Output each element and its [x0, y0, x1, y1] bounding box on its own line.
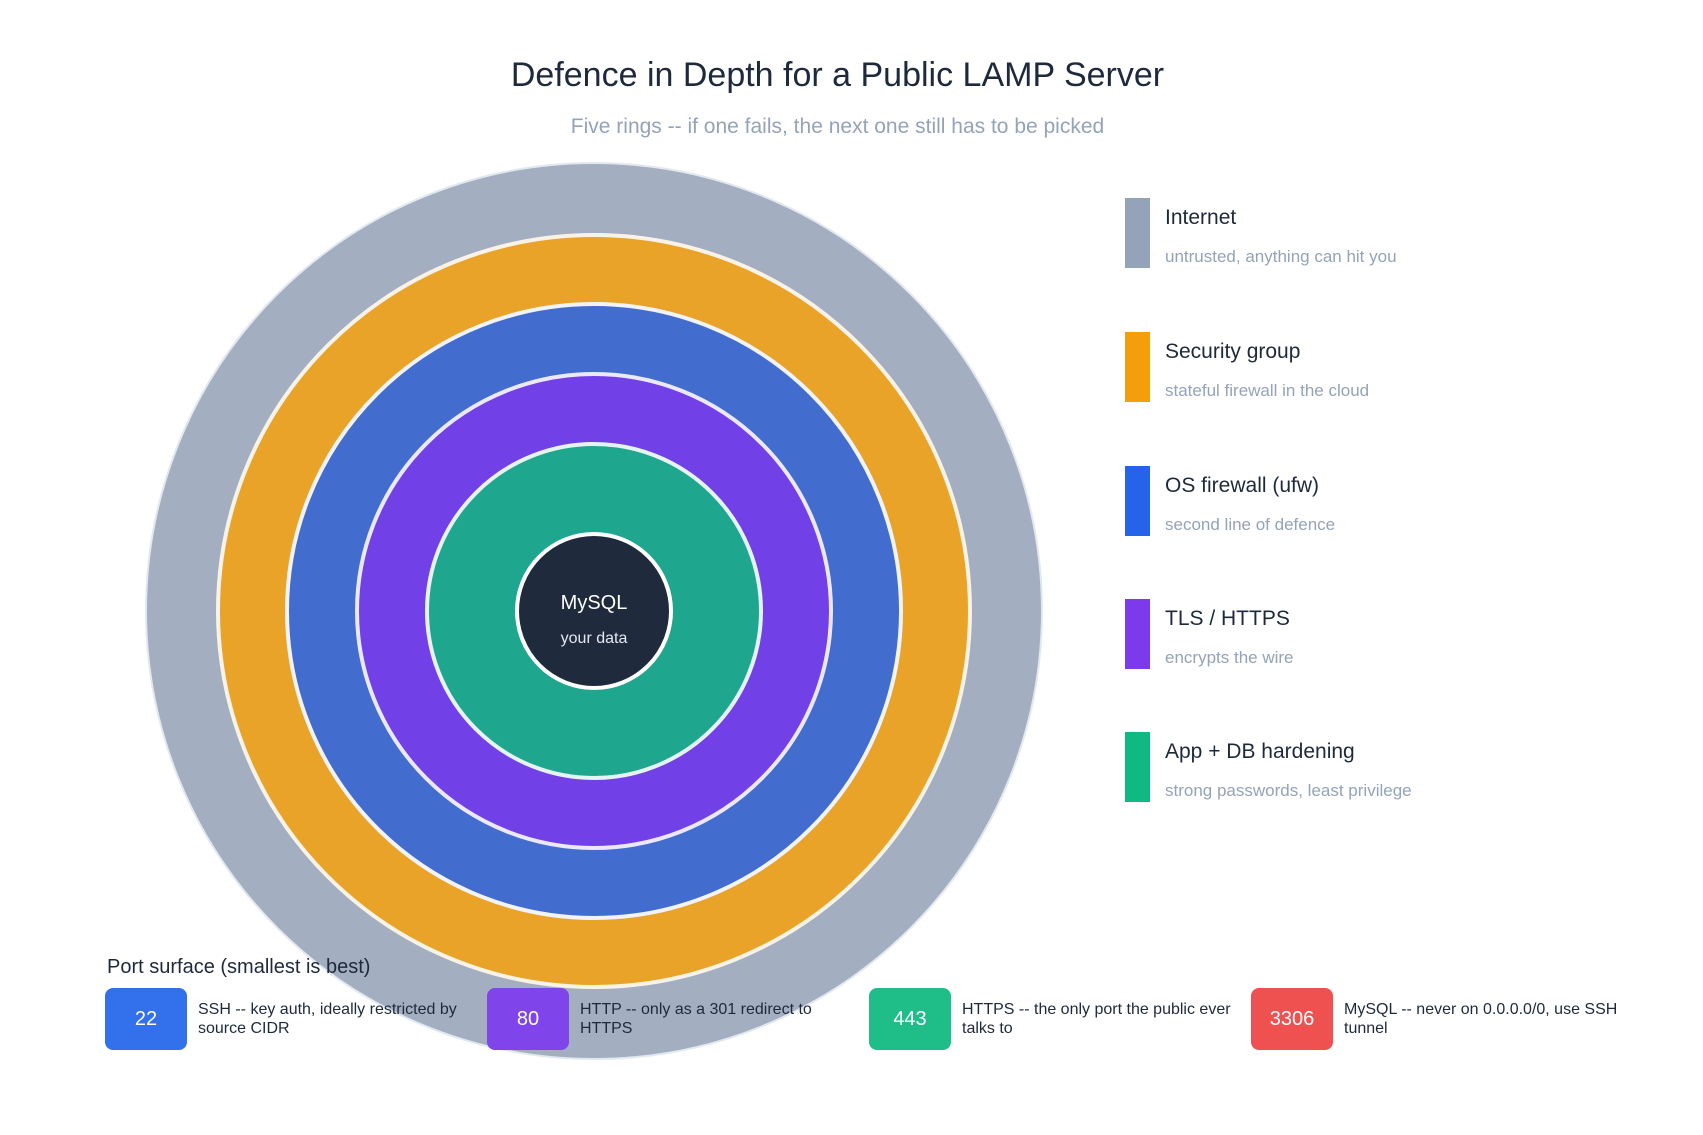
legend-label: TLS / HTTPS	[1165, 607, 1290, 630]
legend-desc: untrusted, anything can hit you	[1165, 247, 1397, 266]
port-desc: HTTP -- only as a 301 redirect to HTTPS	[580, 1001, 812, 1037]
legend-swatch	[1125, 466, 1150, 536]
legend-desc: strong passwords, least privilege	[1165, 781, 1412, 800]
port-desc: SSH -- key auth, ideally restricted by s…	[198, 1001, 457, 1037]
legend-swatch	[1125, 732, 1150, 802]
legend-item-tls: TLS / HTTPS encrypts the wire	[1125, 599, 1525, 669]
port-badge: 443	[869, 988, 951, 1050]
legend-swatch	[1125, 198, 1150, 268]
legend-desc: stateful firewall in the cloud	[1165, 381, 1370, 400]
legend-label: Internet	[1165, 206, 1237, 229]
port-surface-heading: Port surface (smallest is best)	[107, 956, 371, 978]
legend-label: App + DB hardening	[1165, 740, 1355, 763]
legend-label: OS firewall (ufw)	[1165, 474, 1320, 497]
legend-swatch	[1125, 599, 1150, 669]
core-label: MySQL	[561, 592, 628, 614]
port-badge: 22	[105, 988, 187, 1050]
diagram-title: Defence in Depth for a Public LAMP Serve…	[510, 56, 1165, 94]
legend-item-app-db: App + DB hardening strong passwords, lea…	[1125, 732, 1525, 802]
legend-item-internet: Internet untrusted, anything can hit you	[1125, 198, 1525, 268]
legend-desc: encrypts the wire	[1165, 648, 1294, 667]
diagram-subtitle: Five rings -- if one fails, the next one…	[570, 115, 1105, 138]
legend-item-os-firewall: OS firewall (ufw) second line of defence	[1125, 466, 1525, 536]
legend-swatch	[1125, 332, 1150, 402]
core-sublabel: your data	[561, 630, 628, 647]
port-desc: MySQL -- never on 0.0.0.0/0, use SSH tun…	[1344, 1001, 1618, 1037]
port-desc: HTTPS -- the only port the public ever t…	[962, 1001, 1231, 1037]
port-badge: 80	[487, 988, 569, 1050]
legend-desc: second line of defence	[1165, 515, 1336, 534]
port-badge: 3306	[1251, 988, 1333, 1050]
legend-label: Security group	[1165, 340, 1301, 363]
core-mysql	[515, 532, 673, 690]
legend-item-security-group: Security group stateful firewall in the …	[1125, 332, 1525, 402]
